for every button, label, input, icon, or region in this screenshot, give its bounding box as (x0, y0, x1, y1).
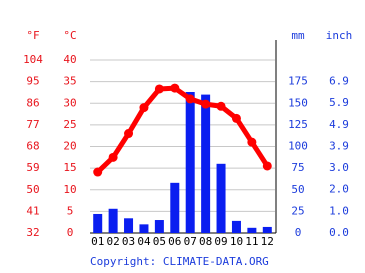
y-tick-label: 30 (63, 96, 76, 109)
x-tick-label: 05 (153, 235, 166, 248)
y-tick-label: 175 (288, 75, 308, 88)
x-tick-label: 11 (245, 235, 258, 248)
bar (247, 227, 257, 233)
axis-unit: °C (63, 29, 76, 42)
bar (185, 92, 195, 233)
temperature-point (185, 94, 195, 104)
y-tick-label: 0.0 (329, 226, 349, 239)
y-tick-label: 5.9 (329, 96, 349, 109)
temperature-point (108, 152, 118, 162)
temperature-point (93, 167, 103, 177)
bar (216, 163, 226, 233)
bar (262, 226, 272, 233)
temperature-line (95, 85, 270, 174)
temperature-point (231, 113, 241, 123)
temperature-point (154, 84, 164, 94)
y-tick-label: 86 (26, 96, 39, 109)
y-tick-label: 32 (26, 226, 39, 239)
x-tick-label: 09 (214, 235, 227, 248)
x-tick-label: 06 (168, 235, 181, 248)
y-tick-label: 40 (63, 53, 76, 66)
y-tick-label: 2.0 (329, 183, 349, 196)
x-tick-label: 03 (122, 235, 135, 248)
y-tick-label: 10 (63, 183, 76, 196)
temperature-point (262, 161, 272, 171)
x-tick-label: 08 (199, 235, 212, 248)
y-tick-label: 1.0 (329, 204, 349, 217)
y-tick-label: 25 (63, 118, 76, 131)
x-tick-label: 12 (261, 235, 274, 248)
copyright: Copyright: CLIMATE-DATA.ORG (90, 255, 269, 268)
bar (154, 220, 164, 233)
x-tick-label: 10 (230, 235, 243, 248)
y-tick-label: 0 (295, 226, 302, 239)
temperature-point (139, 103, 149, 113)
y-tick-label: 3.9 (329, 139, 349, 152)
y-tick-label: 50 (26, 183, 39, 196)
x-tick-label: 04 (137, 235, 151, 248)
y-tick-label: 100 (288, 140, 308, 153)
bar (201, 94, 211, 233)
y-tick-label: 20 (63, 140, 76, 153)
y-tick-label: 4.9 (329, 118, 349, 131)
x-tick-label: 01 (91, 235, 104, 248)
y-tick-label: 50 (291, 183, 304, 196)
y-tick-label: 25 (291, 204, 304, 217)
bar (124, 218, 134, 233)
y-tick-label: 77 (26, 118, 39, 131)
y-tick-label: 0 (67, 226, 74, 239)
y-tick-label: 15 (63, 161, 76, 174)
y-tick-label: 75 (291, 161, 304, 174)
temperature-point (216, 101, 226, 111)
bar (108, 208, 118, 233)
bar (93, 213, 103, 233)
bar (170, 182, 180, 233)
temperature-point (124, 129, 134, 139)
bar (231, 220, 241, 233)
y-tick-label: 5 (67, 204, 74, 217)
x-tick-label: 02 (107, 235, 120, 248)
y-tick-label: 41 (26, 204, 39, 217)
y-tick-label: 150 (288, 96, 308, 109)
y-tick-label: 125 (288, 118, 308, 131)
axis-unit: mm (291, 29, 305, 42)
x-tick-label: 07 (184, 235, 197, 248)
y-tick-label: 104 (23, 53, 43, 66)
axis-unit: °F (26, 29, 39, 42)
y-tick-label: 95 (26, 75, 39, 88)
temperature-point (201, 99, 211, 109)
axis-unit: inch (326, 29, 353, 42)
temperature-point (170, 83, 180, 93)
y-tick-label: 59 (26, 161, 39, 174)
y-tick-label: 35 (63, 75, 76, 88)
temperature-point (247, 137, 257, 147)
bar (139, 224, 149, 233)
y-tick-label: 3.0 (329, 161, 349, 174)
y-tick-label: 6.9 (329, 75, 349, 88)
y-tick-label: 68 (26, 140, 39, 153)
